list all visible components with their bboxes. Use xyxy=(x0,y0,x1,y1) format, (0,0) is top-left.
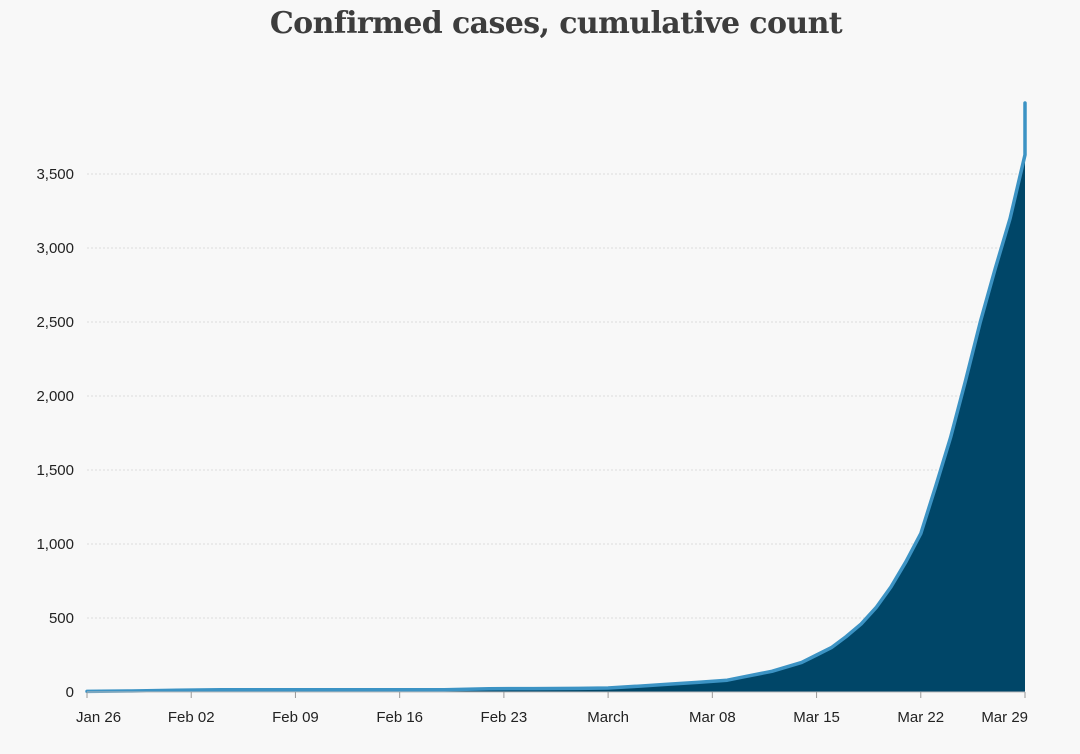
x-tick-label: Mar 29 xyxy=(981,709,1028,726)
y-tick-label: 3,500 xyxy=(36,166,74,183)
y-tick-label: 0 xyxy=(66,684,74,701)
area-layer xyxy=(85,101,1027,694)
y-tick-label: 1,000 xyxy=(36,536,74,553)
y-tick-label: 1,500 xyxy=(36,462,74,479)
cases-line xyxy=(85,101,1027,694)
x-tick-label: Mar 08 xyxy=(689,709,736,726)
grid-layer xyxy=(87,173,1025,619)
x-tick-label: Jan 26 xyxy=(76,709,121,726)
y-tick-label: 3,000 xyxy=(36,240,74,257)
y-tick-label: 2,000 xyxy=(36,388,74,405)
y-tick-label: 500 xyxy=(49,610,74,627)
axis-layer: 0 500 1,000 1,500 2,000 2,500 3,000 3,500 Jan 26… xyxy=(36,166,1028,726)
x-tick-label: Feb 02 xyxy=(168,709,215,726)
y-tick-label: 2,500 xyxy=(36,314,74,331)
x-tick-label: Mar 15 xyxy=(793,709,840,726)
x-tick-label: Feb 23 xyxy=(481,709,528,726)
x-tick-label: Feb 09 xyxy=(272,709,319,726)
chart-title: Confirmed cases, cumulative count xyxy=(269,6,843,41)
x-tick-label: Mar 22 xyxy=(897,709,944,726)
x-tick-label: March xyxy=(587,709,629,726)
x-tick-label: Feb 16 xyxy=(376,709,423,726)
cases-area xyxy=(87,103,1025,692)
